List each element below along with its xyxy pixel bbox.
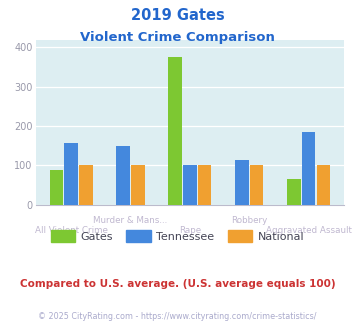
Bar [131,165,144,205]
Text: Murder & Mans...: Murder & Mans... [93,216,168,225]
Text: Rape: Rape [179,226,201,235]
Text: 2019 Gates: 2019 Gates [131,8,224,23]
Bar [168,57,182,205]
Text: Robbery: Robbery [231,216,267,225]
Bar [198,165,212,205]
Bar [50,170,63,205]
Legend: Gates, Tennessee, National: Gates, Tennessee, National [46,226,309,247]
Bar [65,143,78,205]
Text: All Violent Crime: All Violent Crime [35,226,108,235]
Bar [287,179,301,205]
Text: Compared to U.S. average. (U.S. average equals 100): Compared to U.S. average. (U.S. average … [20,279,335,289]
Bar [116,147,130,205]
Bar [317,165,330,205]
Text: Violent Crime Comparison: Violent Crime Comparison [80,31,275,44]
Text: © 2025 CityRating.com - https://www.cityrating.com/crime-statistics/: © 2025 CityRating.com - https://www.city… [38,312,317,321]
Bar [250,165,263,205]
Text: Aggravated Assault: Aggravated Assault [266,226,352,235]
Bar [302,132,315,205]
Bar [79,165,93,205]
Bar [235,160,248,205]
Bar [183,165,197,205]
